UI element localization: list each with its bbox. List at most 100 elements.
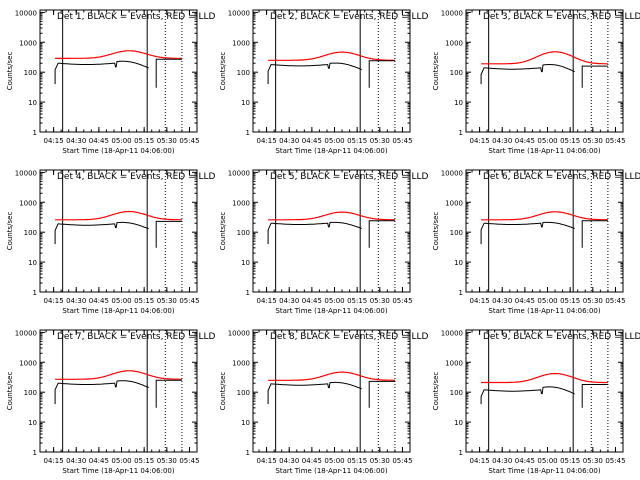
y-tick-label: 1000 xyxy=(232,39,250,47)
x-tick-label: 04:45 xyxy=(89,297,109,305)
x-tick-label: 05:00 xyxy=(324,457,344,465)
y-tick-label: 1000 xyxy=(19,359,37,367)
x-axis-label: Start Time (18-Apr-11 04:06:00) xyxy=(62,307,174,315)
panel-det-8: Det 8, BLACK = Events, RED = LLD 1 10 100 10… xyxy=(219,329,429,475)
plot-frame xyxy=(39,329,198,453)
y-tick-label: 1000 xyxy=(232,199,250,207)
y-tick-label: 10000 xyxy=(228,329,250,337)
panel-title: Det 4, BLACK = Events, RED = LLD xyxy=(57,172,216,182)
y-tick-label: 100 xyxy=(450,229,463,237)
events-series-line xyxy=(480,221,575,245)
y-axis-label: Counts/sec xyxy=(6,372,14,411)
lld-series-line xyxy=(268,371,395,381)
x-tick-label: 05:00 xyxy=(324,137,344,145)
x-axis-label: Start Time (18-Apr-11 04:06:00) xyxy=(488,467,600,475)
plot-frame xyxy=(39,169,198,293)
x-tick-label: 05:00 xyxy=(537,137,557,145)
plot-frame xyxy=(252,169,411,293)
x-tick-label: 04:15 xyxy=(256,457,276,465)
y-tick-label: 1 xyxy=(459,129,463,137)
x-tick-label: 05:15 xyxy=(560,297,580,305)
x-axis-label: Start Time (18-Apr-11 04:06:00) xyxy=(62,467,174,475)
panel-title: Det 3, BLACK = Events, RED = LLD xyxy=(483,12,640,22)
y-tick-label: 100 xyxy=(237,389,250,397)
x-tick-label: 05:15 xyxy=(134,297,154,305)
x-tick-label: 04:30 xyxy=(492,297,512,305)
y-tick-label: 10000 xyxy=(15,169,37,177)
y-tick-label: 10 xyxy=(28,419,37,427)
y-tick-label: 1 xyxy=(246,129,250,137)
plot-frame xyxy=(252,329,411,453)
y-axis-label: Counts/sec xyxy=(432,212,440,251)
y-tick-label: 1 xyxy=(33,129,37,137)
events-series-tail xyxy=(368,220,395,248)
x-tick-label: 05:30 xyxy=(583,457,603,465)
events-series-tail xyxy=(581,384,608,408)
events-series-line xyxy=(54,380,149,405)
y-tick-label: 1 xyxy=(33,289,37,297)
x-axis-label: Start Time (18-Apr-11 04:06:00) xyxy=(275,467,387,475)
x-tick-label: 05:45 xyxy=(605,137,625,145)
x-tick-label: 04:15 xyxy=(43,457,63,465)
x-tick-label: 04:30 xyxy=(492,457,512,465)
y-tick-label: 10 xyxy=(454,99,463,107)
events-series-tail xyxy=(581,65,608,88)
panel-det-7: Det 7, BLACK = Events, RED = LLD 1 10 100 10… xyxy=(6,329,216,475)
x-tick-label: 04:30 xyxy=(66,297,86,305)
x-axis-label: Start Time (18-Apr-11 04:06:00) xyxy=(488,147,600,155)
y-tick-label: 1 xyxy=(246,289,250,297)
x-tick-label: 05:15 xyxy=(134,137,154,145)
lld-series-line xyxy=(55,50,182,59)
x-tick-label: 05:15 xyxy=(134,457,154,465)
x-tick-label: 04:45 xyxy=(89,137,109,145)
events-series-tail xyxy=(368,60,395,88)
x-tick-label: 05:00 xyxy=(111,297,131,305)
y-tick-label: 10 xyxy=(454,419,463,427)
panel-title: Det 7, BLACK = Events, RED = LLD xyxy=(57,332,216,342)
events-series-tail xyxy=(155,379,182,408)
x-tick-label: 05:30 xyxy=(370,297,390,305)
y-axis-label: Counts/sec xyxy=(219,372,227,411)
x-tick-label: 05:15 xyxy=(347,137,367,145)
x-tick-label: 05:00 xyxy=(111,457,131,465)
y-tick-label: 100 xyxy=(450,389,463,397)
events-series-tail xyxy=(581,220,608,248)
y-axis-label: Counts/sec xyxy=(6,212,14,251)
x-axis-label: Start Time (18-Apr-11 04:06:00) xyxy=(275,307,387,315)
x-tick-label: 04:15 xyxy=(43,137,63,145)
x-axis-label: Start Time (18-Apr-11 04:06:00) xyxy=(488,307,600,315)
y-tick-label: 1000 xyxy=(19,39,37,47)
events-series-line xyxy=(267,62,362,85)
x-tick-label: 05:15 xyxy=(560,457,580,465)
y-tick-label: 10000 xyxy=(441,9,463,17)
x-tick-label: 05:30 xyxy=(157,137,177,145)
lld-series-line xyxy=(481,372,608,384)
panel-det-5: Det 5, BLACK = Events, RED = LLD 1 10 100 10… xyxy=(219,169,429,315)
x-axis-label: Start Time (18-Apr-11 04:06:00) xyxy=(62,147,174,155)
y-tick-label: 10 xyxy=(28,259,37,267)
x-tick-label: 04:45 xyxy=(302,137,322,145)
plot-frame xyxy=(465,9,624,133)
x-tick-label: 04:45 xyxy=(89,457,109,465)
panel-title: Det 2, BLACK = Events, RED = LLD xyxy=(270,12,429,22)
y-tick-label: 10000 xyxy=(228,9,250,17)
panel-title: Det 6, BLACK = Events, RED = LLD xyxy=(483,172,640,182)
panel-det-9: Det 9, BLACK = Events, RED = LLD 1 10 100 10… xyxy=(432,329,640,475)
y-tick-label: 10000 xyxy=(228,169,250,177)
x-tick-label: 04:45 xyxy=(302,457,322,465)
x-tick-label: 04:30 xyxy=(492,137,512,145)
y-tick-label: 1000 xyxy=(445,359,463,367)
y-tick-label: 10000 xyxy=(441,329,463,337)
x-tick-label: 04:45 xyxy=(515,457,535,465)
panel-det-3: Det 3, BLACK = Events, RED = LLD 1 10 100 10… xyxy=(432,9,640,155)
x-tick-label: 05:45 xyxy=(392,137,412,145)
x-tick-label: 05:30 xyxy=(370,137,390,145)
y-tick-label: 1000 xyxy=(19,199,37,207)
x-tick-label: 05:00 xyxy=(537,457,557,465)
x-tick-label: 04:45 xyxy=(515,137,535,145)
y-tick-label: 1000 xyxy=(445,199,463,207)
x-tick-label: 04:30 xyxy=(279,457,299,465)
y-tick-label: 10000 xyxy=(15,329,37,337)
y-axis-label: Counts/sec xyxy=(219,212,227,251)
